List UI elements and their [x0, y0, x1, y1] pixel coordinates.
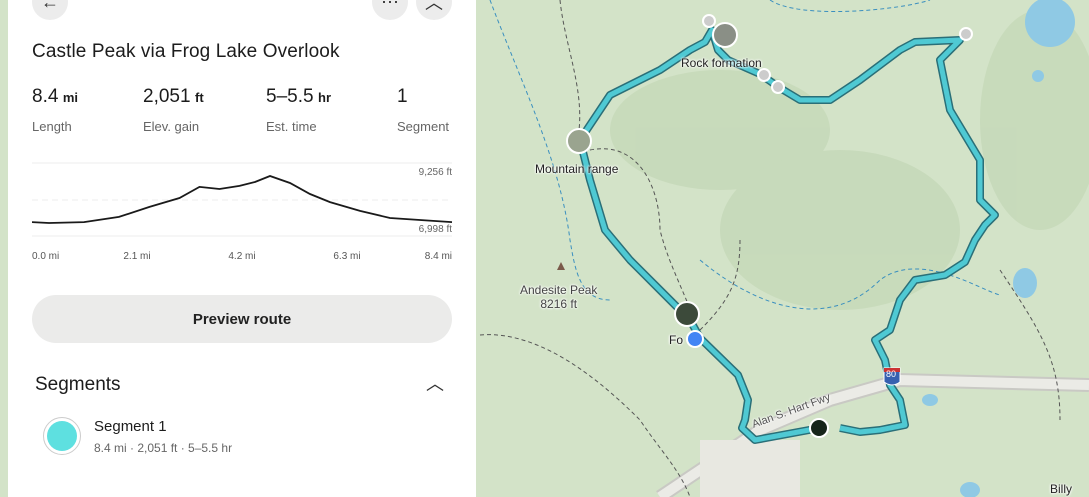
stat-value: 1 — [397, 86, 408, 107]
peak-name: Andesite Peak — [520, 283, 598, 297]
stat-length: 8.4 mi Length — [32, 86, 78, 134]
stat-unit: hr — [318, 90, 331, 105]
waypoint-marker[interactable] — [757, 68, 771, 82]
stat-est-time: 5–5.5 hr Est. time — [266, 86, 331, 134]
stat-label: Est. time — [266, 119, 317, 134]
segments-collapse-toggle[interactable]: ︿ — [426, 370, 444, 396]
chevron-up-icon: ︿ — [426, 374, 444, 394]
stat-unit: mi — [62, 90, 79, 105]
preview-route-button[interactable]: Preview route — [32, 295, 452, 343]
x-tick-label: 0.0 mi — [32, 251, 59, 262]
stat-label: Segment — [397, 119, 450, 134]
stat-label: Length — [32, 119, 72, 134]
map-label-town: Billy — [1050, 482, 1073, 496]
x-tick-label: 6.3 mi — [333, 251, 360, 262]
waypoint-marker[interactable] — [702, 14, 716, 28]
segment-meta: 8.4 mi · 2,051 ft · 5–5.5 hr — [94, 441, 233, 455]
ellipsis-icon: ⋯ — [381, 0, 399, 12]
elevation-profile-chart[interactable]: 9,256 ft 6,998 ft 0.0 mi 2.1 mi 4.2 mi 6.3 … — [32, 155, 454, 265]
x-tick-label: 8.4 mi — [425, 251, 452, 262]
photo-marker-mountain[interactable] — [566, 128, 592, 154]
chevron-up-icon: ︿ — [425, 0, 443, 13]
elevation-line — [32, 175, 453, 224]
peak-elevation: 8216 ft — [540, 297, 578, 311]
stat-value: 5–5.5 — [266, 86, 314, 107]
segment-color-dot[interactable] — [43, 417, 81, 455]
trail-title: Castle Peak via Frog Lake Overlook — [32, 41, 340, 62]
stat-value: 8.4 — [32, 86, 59, 107]
stat-unit: ft — [195, 90, 204, 105]
x-tick-label: 2.1 mi — [123, 251, 150, 262]
photo-marker-rock[interactable] — [712, 22, 738, 48]
map-label-rock-formation: Rock formation — [681, 56, 762, 70]
stat-segments: 1 Segment — [397, 86, 449, 134]
current-location-icon — [686, 330, 704, 348]
map-label-peak: Andesite Peak 8216 ft — [520, 283, 597, 311]
trailhead-marker[interactable] — [809, 418, 829, 438]
back-button[interactable]: ← — [32, 0, 68, 20]
x-tick-label: 4.2 mi — [228, 251, 255, 262]
map-label-forest: Fo — [669, 333, 684, 347]
interstate-shield — [883, 367, 901, 386]
map-label-interstate: 80 — [886, 369, 897, 379]
segments-heading: Segments — [35, 374, 121, 395]
y-max-label: 9,256 ft — [419, 167, 453, 178]
map-label-mountain-range: Mountain range — [535, 162, 619, 176]
photo-marker-forest[interactable] — [674, 301, 700, 327]
stat-label: Elev. gain — [143, 119, 200, 134]
trail-detail-panel: ← ⋯ ︿ Castle Peak via Frog Lake Overlook… — [8, 0, 476, 497]
arrow-left-icon: ← — [41, 0, 59, 12]
y-min-label: 6,998 ft — [419, 224, 453, 235]
waypoint-marker[interactable] — [771, 80, 785, 94]
segment-name[interactable]: Segment 1 — [94, 418, 167, 435]
stat-elev-gain: 2,051 ft Elev. gain — [143, 86, 204, 134]
stat-value: 2,051 — [143, 86, 191, 107]
waypoint-marker[interactable] — [959, 27, 973, 41]
peak-icon — [557, 262, 565, 270]
collapse-button[interactable]: ︿ — [416, 0, 452, 20]
more-button[interactable]: ⋯ — [372, 0, 408, 20]
segment-color-swatch — [47, 421, 77, 451]
